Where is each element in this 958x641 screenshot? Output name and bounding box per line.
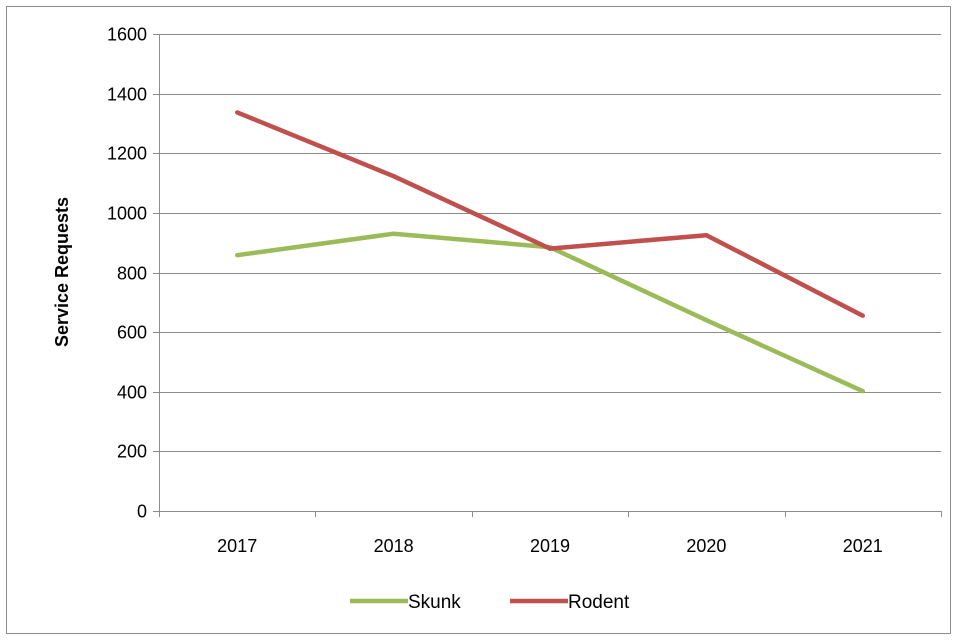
y-tick-label: 200: [117, 442, 147, 462]
x-tick-label: 2017: [217, 536, 257, 556]
data-point-skunk: [391, 231, 396, 236]
data-point-rodent: [547, 246, 553, 251]
y-tick-label: 1600: [107, 25, 147, 45]
legend-label-skunk: Skunk: [408, 592, 461, 613]
x-tick-label: 2020: [686, 536, 726, 556]
data-point-skunk: [704, 318, 709, 323]
x-tick-label: 2021: [843, 536, 883, 556]
legend: Skunk Rodent: [350, 592, 630, 613]
gridlines: [159, 34, 941, 452]
y-tick-label: 1200: [107, 144, 147, 164]
y-tick-label: 400: [117, 383, 147, 403]
data-point-rodent: [704, 233, 709, 238]
data-point-skunk: [235, 253, 240, 258]
data-point-rodent: [860, 313, 865, 318]
y-tick-label: 800: [117, 264, 147, 284]
y-axis-title: Service Requests: [52, 197, 72, 347]
data-point-rodent: [235, 110, 240, 115]
chart-border: [6, 6, 951, 634]
y-tick-label: 1400: [107, 85, 147, 105]
y-tick-label: 1000: [107, 204, 147, 224]
data-point-skunk: [860, 388, 865, 394]
series-lines: [235, 110, 865, 394]
x-tick-label: 2019: [530, 536, 570, 556]
data-point-rodent: [391, 174, 396, 179]
axes: 0 200 400 600 800 1000 1200 1400 1600 2017 2018 201…: [107, 25, 942, 556]
legend-label-rodent: Rodent: [568, 592, 630, 613]
y-tick-label: 0: [137, 502, 147, 522]
y-tick-label: 600: [117, 323, 147, 343]
x-tick-label: 2018: [374, 536, 414, 556]
